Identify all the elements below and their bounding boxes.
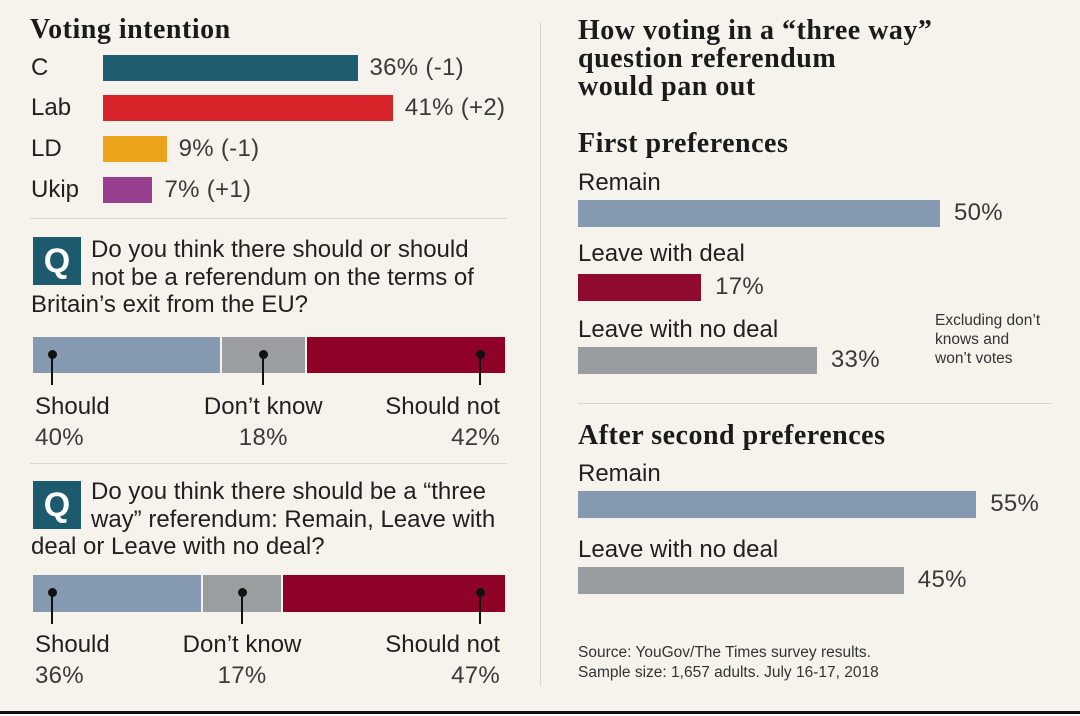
question-text: Do you think there should or should not … [31, 236, 474, 319]
marker-stem [241, 592, 244, 624]
bar-row-leave-no-deal: 33% [578, 346, 880, 374]
marker-dot [47, 349, 57, 359]
option-label-remain: Remain [578, 169, 661, 196]
stack-segment-should-not [306, 337, 505, 373]
vi-party-label: C [31, 54, 49, 81]
stack-category-label: Don’t know [203, 393, 323, 420]
question-line: not be a referendum on the terms of [91, 263, 474, 291]
marker-dot [237, 588, 247, 597]
note-line: Excluding don’t [935, 312, 1041, 329]
option-label-remain: Remain [578, 460, 661, 487]
marker-stem [479, 592, 481, 624]
stack-value-label: 47% [451, 662, 500, 689]
note-line: knows and [935, 331, 1010, 348]
marker-dot [258, 349, 268, 359]
stack-category-label: Should not [385, 631, 500, 658]
bar-value-label: 45% [917, 566, 967, 593]
exclusion-note: Excluding don’t knows and won’t votes [935, 311, 1040, 368]
marker-stem [51, 354, 53, 385]
bar-value-label: 55% [990, 490, 1040, 517]
marker-stem [479, 354, 481, 385]
section-divider [30, 218, 507, 219]
stack-category-label: Should [35, 631, 110, 658]
first-preferences-title: First preferences [578, 128, 789, 159]
bar-value-label: 33% [830, 346, 880, 373]
option-label-leave-no-deal: Leave with no deal [578, 536, 779, 563]
question-line: Do you think there should or should [91, 236, 469, 263]
vi-party-label: Ukip [31, 176, 80, 203]
stack-value-label: 36% [35, 662, 84, 689]
stack-category-label: Should not [385, 393, 500, 420]
source-line: Sample size: 1,657 adults. July 16-17, 2… [578, 664, 879, 681]
question-line: Do you think there should be a “three [91, 478, 486, 505]
bar-remain [578, 490, 977, 518]
vi-row-lab: Lab 41% (+2) [31, 94, 505, 122]
vi-bar-ukip [103, 177, 153, 203]
question-line: way” referendum: Remain, Leave with [91, 505, 496, 533]
vi-row-ukip: Ukip 7% (+1) [31, 176, 251, 204]
bar-value-label: 17% [715, 273, 765, 300]
bar-leave-no-deal [578, 566, 904, 594]
question-badge: Q [33, 237, 81, 285]
stack-category-label: Don’t know [182, 631, 302, 658]
bar-row-leave-no-deal: 45% [578, 566, 967, 594]
stack-value-label: 40% [35, 424, 84, 451]
stack-segment-should [33, 337, 220, 373]
stack-segment-should [33, 575, 201, 612]
bar-remain [578, 199, 940, 227]
vi-bar-c [103, 55, 358, 81]
source-line: Source: YouGov/The Times survey results. [578, 644, 871, 661]
vi-bar-ld [103, 136, 167, 162]
bar-leave-with-deal [578, 273, 702, 301]
source-note: Source: YouGov/The Times survey results.… [578, 643, 879, 683]
stack-category-label: Should [35, 393, 110, 420]
stack-segment-should-not [283, 575, 505, 612]
three-way-title: How voting in a “three way” question ref… [578, 17, 932, 101]
title-line: How voting in a “three way” [578, 15, 933, 46]
vi-row-c: C 36% (-1) [31, 54, 464, 82]
vi-party-label: LD [31, 135, 62, 162]
marker-dot [47, 588, 57, 597]
title-line: would pan out [578, 71, 756, 102]
vi-value-label: 9% (-1) [178, 135, 260, 162]
second-preferences-title: After second preferences [578, 420, 886, 451]
marker-stem [262, 354, 265, 385]
bar-value-label: 50% [954, 199, 1003, 226]
vi-bar-lab [103, 95, 393, 121]
vi-party-label: Lab [31, 94, 72, 121]
question-badge: Q [33, 481, 81, 529]
vi-value-label: 36% (-1) [369, 54, 464, 81]
stack-value-label: 42% [451, 424, 500, 451]
vi-value-label: 7% (+1) [164, 176, 252, 203]
stack-value-label: 18% [238, 424, 288, 451]
voting-intention-title: Voting intention [30, 14, 231, 45]
bar-leave-no-deal [578, 346, 817, 374]
section-divider [578, 403, 1052, 404]
title-line: question referendum [578, 43, 837, 74]
bar-row-remain: 50% [578, 199, 1003, 227]
section-divider [30, 463, 507, 464]
column-divider [540, 22, 541, 686]
option-label-leave-with-deal: Leave with deal [578, 240, 745, 267]
bar-row-remain: 55% [578, 490, 1039, 518]
marker-dot [475, 588, 485, 597]
bottom-rule [0, 711, 1080, 714]
option-label-leave-no-deal: Leave with no deal [578, 316, 779, 343]
stack-value-label: 17% [217, 662, 267, 689]
marker-stem [51, 592, 53, 624]
bottom-strip [0, 714, 1080, 716]
vi-row-ld: LD 9% (-1) [31, 135, 259, 163]
question-line: Britain’s exit from the EU? [31, 291, 308, 318]
question-line: deal or Leave with no deal? [31, 533, 325, 560]
vi-value-label: 41% (+2) [404, 94, 506, 121]
bar-row-leave-with-deal: 17% [578, 273, 764, 301]
marker-dot [475, 349, 485, 359]
question-text: Do you think there should be a “three wa… [31, 478, 495, 561]
note-line: won’t votes [935, 350, 1013, 367]
